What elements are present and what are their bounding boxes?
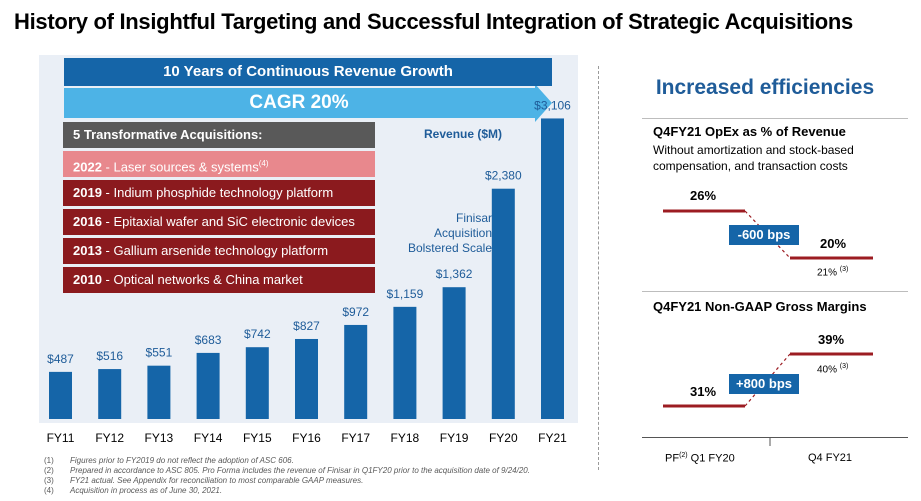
- footnote: (3) FY21 actual. See Appendix for reconci…: [44, 476, 364, 485]
- acquisition-year: 2019: [73, 185, 102, 200]
- revenue-bar-fy11: [49, 371, 72, 419]
- cagr-arrow: [64, 84, 552, 122]
- footnote: (2) Prepared in accordance to ASC 805. Pr…: [44, 466, 530, 475]
- opex-actual-value: 21% (3): [817, 266, 849, 279]
- margin-panel-divider: [642, 291, 908, 292]
- revenue-bar-fy18: [393, 306, 417, 419]
- x-tick-label: FY19: [440, 431, 469, 445]
- acquisition-text: - Epitaxial wafer and SiC electronic dev…: [101, 214, 355, 229]
- x-tick-label: FY15: [243, 431, 272, 445]
- efficiencies-title: Increased efficiencies: [655, 76, 875, 99]
- x-tick-label: FY12: [95, 431, 124, 445]
- bar-value-label: $551: [146, 346, 173, 360]
- revenue-bar-fy15: [245, 347, 269, 419]
- bar-value-label: $1,362: [436, 267, 473, 281]
- acquisition-note: (4): [258, 159, 269, 168]
- footnote: (4) Acquisition in process as of June 30,…: [44, 486, 223, 495]
- acquisition-year: 2022: [73, 159, 102, 175]
- x-tick-label: FY11: [47, 431, 75, 445]
- acquisition-year: 2016: [73, 214, 102, 229]
- page-title: History of Insightful Targeting and Succ…: [14, 9, 853, 34]
- x-label-pf-q1-fy20: PF(2) Q1 FY20: [665, 452, 735, 465]
- acquisition-text: - Gallium arsenide technology platform: [101, 243, 329, 258]
- margin-after-value: 39%: [818, 332, 845, 347]
- revenue-bar-fy12: [98, 369, 122, 419]
- growth-banner: 10 Years of Continuous Revenue Growth: [64, 58, 552, 86]
- acquisition-item: 2016 - Epitaxial wafer and SiC electroni…: [63, 209, 375, 235]
- acquisition-item: 2013 - Gallium arsenide technology platf…: [63, 238, 375, 264]
- bar-value-label: $487: [47, 352, 74, 366]
- revenue-bar-fy21: [541, 118, 564, 419]
- acquisition-text: - Indium phosphide technology platform: [101, 185, 334, 200]
- cagr-label: CAGR 20%: [249, 92, 349, 113]
- bar-value-label: $972: [342, 305, 369, 319]
- x-tick-label: FY18: [391, 431, 420, 445]
- x-tick-label: FY13: [145, 431, 174, 445]
- opex-title: Q4FY21 OpEx as % of Revenue: [653, 124, 846, 139]
- margin-before-value: 31%: [690, 384, 717, 399]
- acquisitions-header: 5 Transformative Acquisitions:: [63, 122, 375, 148]
- bar-value-label: $2,380: [485, 169, 522, 183]
- bar-value-label: $742: [244, 327, 271, 341]
- bar-value-label: $1,159: [387, 287, 424, 301]
- revenue-bar-fy20: [491, 188, 515, 419]
- footnotes: (1) Figures prior to FY2019 do not reflec…: [44, 456, 530, 496]
- opex-subtitle: Without amortization and stock-based com…: [653, 143, 854, 173]
- bar-value-label: $683: [195, 333, 222, 347]
- revenue-bar-fy17: [344, 324, 368, 419]
- bar-value-label: $827: [293, 319, 320, 333]
- bar-value-label: $516: [96, 349, 123, 363]
- acquisition-item: 2010 - Optical networks & China market: [63, 267, 375, 293]
- acquisition-year: 2010: [73, 272, 102, 287]
- efficiency-x-axis: [642, 437, 908, 438]
- revenue-axis-label: Revenue ($M): [424, 127, 503, 141]
- finisar-line: Bolstered Scale: [407, 241, 492, 255]
- x-label-q4-fy21: Q4 FY21: [808, 452, 853, 464]
- revenue-bar-fy13: [147, 365, 171, 419]
- acquisition-year: 2013: [73, 243, 102, 258]
- finisar-line: Finisar: [455, 211, 492, 225]
- acquisition-item: 2022 - Laser sources & systems(4): [63, 151, 375, 177]
- x-tick-label: FY17: [341, 431, 370, 445]
- opex-change-badge: -600 bps: [729, 225, 799, 245]
- x-tick-label: FY20: [489, 431, 518, 445]
- margin-change-badge: +800 bps: [729, 374, 799, 394]
- revenue-bar-fy19: [442, 287, 466, 419]
- acquisition-text: - Optical networks & China market: [101, 272, 303, 287]
- revenue-bar-fy16: [295, 338, 318, 419]
- x-tick-label: FY14: [194, 431, 223, 445]
- bar-value-label: $3,106: [534, 98, 571, 112]
- opex-before-value: 26%: [690, 188, 717, 203]
- x-tick-label: FY16: [292, 431, 321, 445]
- margin-title: Q4FY21 Non-GAAP Gross Margins: [653, 299, 867, 314]
- revenue-bar-fy14: [196, 352, 220, 419]
- margin-actual-value: 40% (3): [817, 363, 849, 376]
- opex-panel-divider: [642, 118, 908, 119]
- acquisition-text: - Laser sources & systems: [101, 159, 259, 175]
- footnote: (1) Figures prior to FY2019 do not reflec…: [44, 456, 294, 465]
- acquisition-item: 2019 - Indium phosphide technology platf…: [63, 180, 375, 206]
- section-divider: [598, 66, 599, 470]
- finisar-annotation: Finisar Acquisition Bolstered Scale: [392, 211, 492, 256]
- x-tick-label: FY21: [538, 431, 567, 445]
- opex-after-value: 20%: [820, 236, 847, 251]
- finisar-line: Acquisition: [433, 226, 492, 240]
